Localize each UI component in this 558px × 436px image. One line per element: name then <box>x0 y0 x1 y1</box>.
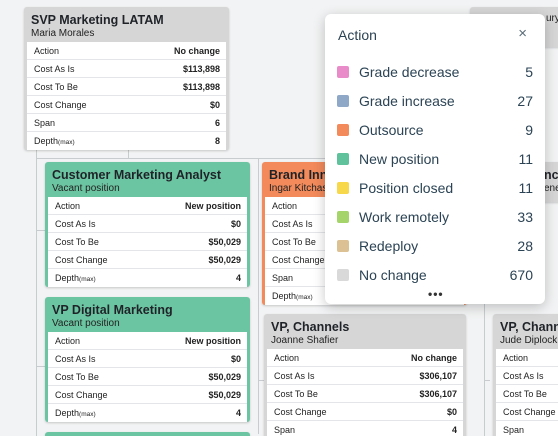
color-swatch <box>337 66 349 78</box>
card-row-action: Action No change <box>267 349 463 367</box>
card-row-cost-as-is: Cost As Is $0 <box>48 215 247 233</box>
card-row-cost-to-be: Cost To Be $306,107 <box>267 385 463 403</box>
card-row-action: Action <box>496 349 558 367</box>
connector-line <box>36 158 486 159</box>
card-row-action: Action New position <box>48 197 247 215</box>
card-subtitle: Ingar Kitchas <box>269 183 328 194</box>
color-swatch <box>337 153 349 165</box>
card-row-cost-to-be: Cost To Be $113,898 <box>27 78 226 96</box>
color-swatch <box>337 182 349 194</box>
card-row-cost-to-be: Cost To Be $50,029 <box>48 233 247 251</box>
card-subtitle: Vacant position <box>52 183 120 194</box>
card-subtitle: Joanne Shafier <box>271 335 339 346</box>
card-row-depth: Depth(max) <box>272 291 313 301</box>
card-title: nc <box>544 168 558 182</box>
card-row-cost-to-be: Cost To Be $50,029 <box>48 368 247 386</box>
legend-item-work-remotely[interactable]: Work remotely 33 <box>337 207 533 227</box>
card-row-cost-as-is: Cost As Is $0 <box>48 350 247 368</box>
more-ellipsis-icon[interactable]: ••• <box>428 287 444 301</box>
card-row-cost-as-is: Cost As Is $306,107 <box>267 367 463 385</box>
color-swatch <box>337 269 349 281</box>
org-card-partial-bottom-left[interactable] <box>45 432 250 436</box>
card-title: Customer Marketing Analyst <box>52 168 222 182</box>
org-card-vp-channels-2[interactable]: VP, Channe Jude Diplock Action Cost As I… <box>493 314 558 436</box>
card-row-cost-as-is: Cost As Is $113,898 <box>27 60 226 78</box>
card-subtitle: ury <box>546 13 558 24</box>
legend-item-no-change[interactable]: No change 670 <box>337 265 533 285</box>
org-card-svp-marketing-latam[interactable]: SVP Marketing LATAM Maria Morales Action… <box>24 7 229 150</box>
color-swatch <box>337 124 349 136</box>
card-subtitle: Jude Diplock <box>500 335 558 346</box>
connector-line <box>258 380 264 381</box>
connector-line <box>484 300 485 436</box>
legend-item-position-closed[interactable]: Position closed 11 <box>337 178 533 198</box>
card-row-cost-to-be: Cost To Be <box>496 385 558 403</box>
card-row-span: Span 6 <box>27 114 226 132</box>
card-title: VP Digital Marketing <box>52 303 173 317</box>
card-row-cost-change: Cost Change $0 <box>267 403 463 421</box>
org-card-vp-digital-marketing[interactable]: VP Digital Marketing Vacant position Act… <box>45 297 250 422</box>
action-legend-popup: Action × Grade decrease 5 Grade increase… <box>325 14 545 304</box>
card-row-depth: Depth(max) 4 <box>55 408 241 418</box>
connector-line <box>128 150 129 158</box>
card-title: VP, Channels <box>271 320 350 334</box>
card-title: SVP Marketing LATAM <box>31 13 164 27</box>
close-icon[interactable]: × <box>518 25 527 42</box>
color-swatch <box>337 95 349 107</box>
legend-item-new-position[interactable]: New position 11 <box>337 149 533 169</box>
card-row-depth: Depth(max) 4 <box>55 273 241 283</box>
card-row-cost-change: Cost Change $50,029 <box>48 251 247 269</box>
legend-item-redeploy[interactable]: Redeploy 28 <box>337 236 533 256</box>
card-row-cost-change: Cost Change $0 <box>27 96 226 114</box>
card-subtitle: ene <box>544 183 558 194</box>
card-row-action: Action New position <box>48 332 247 350</box>
org-card-vp-channels[interactable]: VP, Channels Joanne Shafier Action No cha… <box>264 314 466 436</box>
card-row-action: Action No change <box>27 42 226 60</box>
card-row-depth: Depth(max) 8 <box>34 136 220 146</box>
card-title: VP, Channe <box>500 320 558 334</box>
connector-line <box>36 230 45 231</box>
legend-item-grade-decrease[interactable]: Grade decrease 5 <box>337 62 533 82</box>
popup-title: Action <box>338 27 377 43</box>
card-row-cost-change: Cost Change $50,029 <box>48 386 247 404</box>
card-row-cost-as-is: Cost As Is <box>496 367 558 385</box>
card-subtitle: Vacant position <box>52 318 120 329</box>
card-subtitle: Maria Morales <box>31 28 95 39</box>
card-row-cost-change: Cost Change <box>496 403 558 421</box>
org-card-customer-marketing-analyst[interactable]: Customer Marketing Analyst Vacant positi… <box>45 162 250 287</box>
connector-line <box>258 158 259 434</box>
color-swatch <box>337 211 349 223</box>
color-swatch <box>337 240 349 252</box>
card-row-span: Span 4 <box>274 425 457 435</box>
connector-line <box>36 366 45 367</box>
connector-line <box>484 380 490 381</box>
legend-item-outsource[interactable]: Outsource 9 <box>337 120 533 140</box>
card-row-span: Span <box>503 425 525 435</box>
legend-item-grade-increase[interactable]: Grade increase 27 <box>337 91 533 111</box>
connector-line <box>36 150 37 436</box>
card-title: Brand Inn <box>269 168 328 182</box>
